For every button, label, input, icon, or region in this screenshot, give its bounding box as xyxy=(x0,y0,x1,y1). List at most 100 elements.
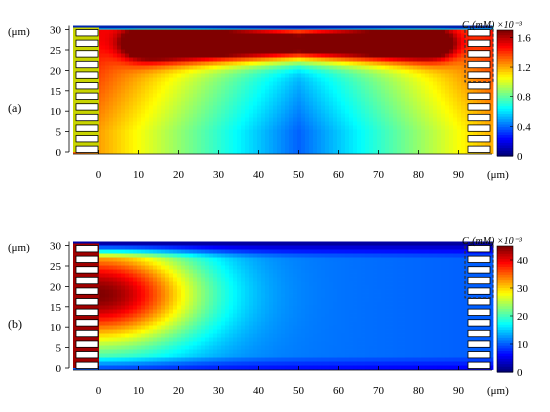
heatmap-cell xyxy=(121,65,126,70)
heatmap-cell xyxy=(121,125,126,130)
heatmap-cell xyxy=(385,29,390,34)
heatmap-cell xyxy=(421,113,426,118)
heatmap-cell xyxy=(293,101,298,106)
heatmap-cell xyxy=(197,141,202,146)
heatmap-cell xyxy=(133,101,138,106)
heatmap-cell xyxy=(97,293,102,298)
heatmap-cell xyxy=(137,101,142,106)
heatmap-cell xyxy=(177,105,182,110)
heatmap-cell xyxy=(361,289,366,294)
heatmap-cell xyxy=(413,45,418,50)
heatmap-cell xyxy=(429,89,434,94)
heatmap-cell xyxy=(201,113,206,118)
heatmap-cell xyxy=(277,73,282,78)
heatmap-cell xyxy=(129,261,134,266)
heatmap-cell xyxy=(257,265,262,270)
heatmap-cell xyxy=(153,37,158,42)
heatmap-cell xyxy=(113,249,118,254)
heatmap-cell xyxy=(137,257,142,262)
heatmap-cell xyxy=(121,121,126,126)
heatmap-cell xyxy=(453,257,458,262)
heatmap-cell xyxy=(385,257,390,262)
y-tick-label: 25 xyxy=(50,45,62,57)
heatmap-cell xyxy=(369,273,374,278)
heatmap-cell xyxy=(141,53,146,58)
heatmap-cell xyxy=(205,133,210,138)
heatmap-cell xyxy=(249,253,254,258)
heatmap-cell xyxy=(177,49,182,54)
heatmap-cell xyxy=(325,61,330,66)
heatmap-cell xyxy=(245,73,250,78)
heatmap-cell xyxy=(473,121,478,126)
heatmap-cell xyxy=(433,149,438,154)
heatmap-cell xyxy=(373,141,378,146)
heatmap-cell xyxy=(253,249,258,254)
heatmap-cell xyxy=(325,273,330,278)
heatmap-cell xyxy=(153,73,158,78)
heatmap-cell xyxy=(117,73,122,78)
heatmap-cell xyxy=(149,289,154,294)
heatmap-cell xyxy=(313,29,318,34)
heatmap-cell xyxy=(169,97,174,102)
heatmap-cell xyxy=(453,37,458,42)
heatmap-cell xyxy=(189,133,194,138)
heatmap-cell xyxy=(393,85,398,90)
heatmap-cell xyxy=(461,257,466,262)
heatmap-cell xyxy=(365,37,370,42)
heatmap-cell xyxy=(393,53,398,58)
heatmap-cell xyxy=(129,97,134,102)
heatmap-cell xyxy=(313,57,318,62)
heatmap-cell xyxy=(441,45,446,50)
heatmap-cell xyxy=(165,29,170,34)
heatmap-cell xyxy=(201,45,206,50)
heatmap-cell xyxy=(133,289,138,294)
heatmap-cell xyxy=(401,105,406,110)
heatmap-cell xyxy=(261,289,266,294)
heatmap-cell xyxy=(337,37,342,42)
highlight-box xyxy=(464,26,494,83)
heatmap-cell xyxy=(157,253,162,258)
heatmap-cell xyxy=(237,53,242,58)
heatmap-cell xyxy=(109,293,114,298)
heatmap-cell xyxy=(413,109,418,114)
heatmap-cell xyxy=(461,53,466,58)
heatmap-cell xyxy=(229,249,234,254)
heatmap-cell xyxy=(329,61,334,66)
heatmap-cell xyxy=(325,121,330,126)
heatmap-cell xyxy=(153,29,158,34)
heatmap-cell xyxy=(229,245,234,250)
heatmap-cell xyxy=(205,281,210,286)
heatmap-cell xyxy=(97,277,102,282)
heatmap-cell xyxy=(385,249,390,254)
heatmap-cell xyxy=(345,53,350,58)
heatmap-cell xyxy=(381,101,386,106)
heatmap-cell xyxy=(345,293,350,298)
heatmap-cell xyxy=(137,261,142,266)
heatmap-cell xyxy=(165,53,170,58)
heatmap-cell xyxy=(385,69,390,74)
heatmap-cell xyxy=(489,101,494,106)
heatmap-cell xyxy=(233,73,238,78)
heatmap-cell xyxy=(313,89,318,94)
heatmap-cell xyxy=(321,117,326,122)
heatmap-cell xyxy=(117,65,122,70)
heatmap-cell xyxy=(261,141,266,146)
heatmap-cell xyxy=(109,145,114,150)
x-tick-label: 0 xyxy=(96,169,102,181)
heatmap-cell xyxy=(229,81,234,86)
heatmap-cell xyxy=(269,29,274,34)
heatmap-cell xyxy=(153,281,158,286)
heatmap-cell xyxy=(153,109,158,114)
heatmap-cell xyxy=(461,141,466,146)
heatmap-cell xyxy=(145,45,150,50)
heatmap-cell xyxy=(369,285,374,290)
heatmap-cell xyxy=(341,77,346,82)
heatmap-cell xyxy=(129,45,134,50)
heatmap-cell xyxy=(233,81,238,86)
heatmap-cell xyxy=(161,77,166,82)
heatmap-cell xyxy=(165,245,170,250)
heatmap-cell xyxy=(325,89,330,94)
heatmap-cell xyxy=(305,133,310,138)
heatmap-cell xyxy=(161,249,166,254)
heatmap-cell xyxy=(341,41,346,46)
